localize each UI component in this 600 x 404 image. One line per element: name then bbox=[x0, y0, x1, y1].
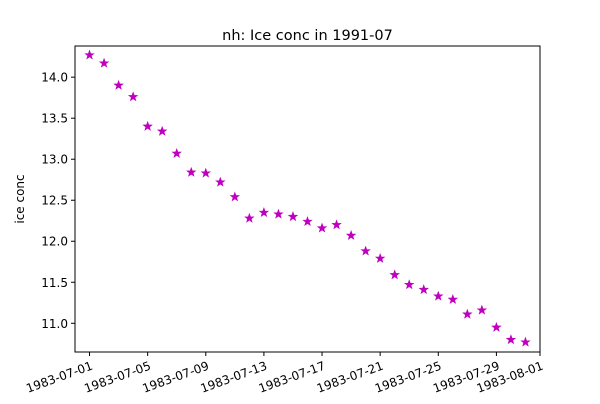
y-tick-label: 11.5 bbox=[41, 276, 68, 290]
data-point-star bbox=[491, 321, 502, 332]
data-point-star bbox=[287, 211, 299, 222]
data-point-star bbox=[433, 290, 444, 301]
data-point-star bbox=[389, 269, 400, 280]
data-point-star bbox=[215, 176, 226, 187]
data-point-star bbox=[258, 207, 270, 217]
data-point-star bbox=[374, 253, 386, 263]
y-tick-label: 14.0 bbox=[41, 71, 68, 85]
x-tick-label: 1983-07-01 bbox=[24, 359, 94, 396]
data-point-star bbox=[331, 219, 342, 230]
data-point-star bbox=[98, 57, 110, 68]
y-tick-label: 13.0 bbox=[41, 153, 68, 167]
data-point-star bbox=[84, 49, 95, 60]
data-point-star bbox=[273, 208, 284, 219]
data-point-star bbox=[186, 166, 197, 177]
x-tick-label: 1983-07-13 bbox=[199, 359, 269, 396]
data-point-star bbox=[316, 222, 328, 233]
chart-title: nh: Ice conc in 1991-07 bbox=[222, 28, 393, 44]
plot-area-frame bbox=[74, 45, 541, 353]
data-point-star bbox=[200, 167, 211, 178]
data-point-star bbox=[404, 279, 415, 290]
data-point-star bbox=[229, 191, 241, 202]
y-tick-label: 12.5 bbox=[41, 194, 68, 208]
y-tick-label: 12.0 bbox=[41, 235, 68, 249]
data-point-star bbox=[505, 334, 517, 345]
x-tick-label: 1983-07-25 bbox=[373, 359, 443, 396]
data-point-star bbox=[476, 304, 488, 315]
data-point-star bbox=[142, 120, 153, 131]
y-tick-label: 11.0 bbox=[41, 317, 68, 331]
x-axis-ticks: 1983-07-011983-07-051983-07-091983-07-13… bbox=[24, 352, 545, 396]
data-point-star bbox=[244, 212, 255, 223]
data-point-star bbox=[418, 284, 429, 295]
data-point-star bbox=[127, 91, 139, 102]
data-point-star bbox=[156, 125, 168, 136]
x-tick-label: 1983-07-17 bbox=[257, 359, 327, 396]
data-point-star bbox=[360, 245, 371, 256]
data-point-star bbox=[171, 147, 182, 158]
data-point-star bbox=[462, 308, 473, 319]
data-points bbox=[84, 49, 531, 347]
data-point-star bbox=[113, 79, 124, 90]
data-point-star bbox=[447, 294, 459, 304]
data-point-star bbox=[345, 230, 357, 240]
x-tick-label: 1983-07-05 bbox=[82, 359, 152, 396]
data-point-star bbox=[520, 336, 531, 347]
y-tick-label: 13.5 bbox=[41, 112, 68, 126]
x-tick-label: 1983-07-09 bbox=[140, 359, 210, 396]
data-point-star bbox=[302, 216, 313, 226]
y-axis-ticks: 14.0 13.5 13.0 12.5 12.0 11.5 11.0 bbox=[41, 71, 75, 331]
y-axis-label: ice conc bbox=[13, 174, 27, 223]
x-tick-label: 1983-07-21 bbox=[315, 359, 385, 396]
